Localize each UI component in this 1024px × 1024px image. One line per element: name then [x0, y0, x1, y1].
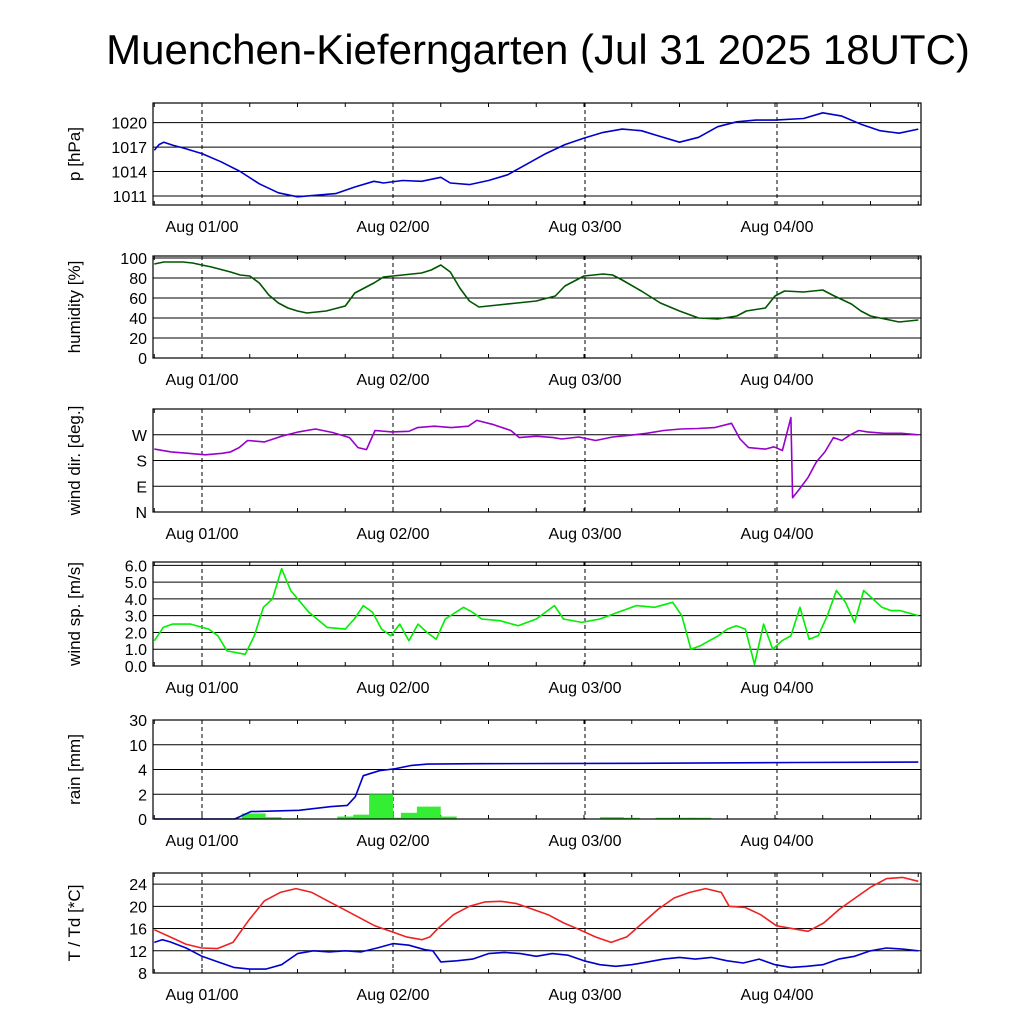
y-tick-label: 5.0 [125, 575, 147, 592]
panel-5: 8 12 16 20 24 Aug 01/00 Aug 02/00 Aug 03/00 Aug … [65, 872, 922, 1004]
x-tick-label: Aug 03/00 [549, 526, 622, 543]
rain-bar [655, 817, 680, 819]
rain-bar [671, 817, 696, 819]
series-line-0 [154, 416, 919, 499]
y-tick-label: 40 [129, 311, 147, 328]
y-tick-label: S [136, 454, 147, 471]
x-tick-label: Aug 04/00 [741, 219, 814, 236]
rain-bar [599, 817, 624, 819]
x-tick-label: Aug 03/00 [549, 833, 622, 850]
rain-bar [385, 817, 409, 819]
series-line-0 [153, 567, 919, 666]
y-tick-label: 2 [138, 787, 147, 804]
y-tick-label: 2.0 [125, 625, 147, 642]
y-tick-label: 3.0 [125, 609, 147, 626]
y-axis-label: rain [mm] [65, 734, 84, 805]
y-tick-label: 20 [129, 331, 147, 348]
y-tick-label: 20 [129, 899, 147, 916]
x-tick-label: Aug 03/00 [549, 680, 622, 697]
x-tick-label: Aug 02/00 [357, 372, 430, 389]
plot-frame [152, 255, 922, 359]
y-tick-label: 0 [138, 351, 147, 368]
y-axis-label: wind dir. [deg.] [65, 406, 84, 517]
series-line-0 [154, 761, 919, 820]
rain-bar [337, 816, 362, 819]
x-tick-label: Aug 02/00 [357, 526, 430, 543]
x-tick-label: Aug 02/00 [357, 833, 430, 850]
y-tick-label: 4 [138, 763, 147, 780]
series-line-0 [153, 112, 919, 198]
plot-frame [152, 561, 922, 667]
x-tick-label: Aug 04/00 [741, 833, 814, 850]
panel-3: 0.01.02.03.04.05.06.0 Aug 01/00 Aug 02/00 A… [65, 558, 922, 697]
y-axis-label: humidity [%] [65, 261, 84, 354]
plot-frame [152, 102, 922, 206]
rain-bar [241, 813, 266, 819]
x-tick-label: Aug 04/00 [741, 372, 814, 389]
x-tick-label: Aug 03/00 [549, 987, 622, 1004]
plot-frame [152, 719, 922, 820]
y-tick-label: 30 [129, 713, 147, 730]
y-tick-label: 6.0 [125, 558, 147, 575]
x-tick-label: Aug 02/00 [357, 219, 430, 236]
x-tick-label: Aug 01/00 [166, 372, 239, 389]
rain-bar [615, 817, 640, 819]
x-tick-label: Aug 02/00 [357, 987, 430, 1004]
y-axis-label: wind sp. [m/s] [65, 562, 84, 667]
y-tick-label: 1014 [111, 165, 147, 182]
y-tick-label: 24 [129, 877, 147, 894]
x-tick-label: Aug 02/00 [357, 680, 430, 697]
rain-bar [400, 812, 425, 819]
series-line-0 [153, 876, 919, 950]
x-tick-label: Aug 04/00 [741, 526, 814, 543]
y-tick-label: 80 [129, 271, 147, 288]
plot-frame [152, 408, 922, 513]
x-tick-label: Aug 03/00 [549, 219, 622, 236]
y-tick-label: 1011 [113, 189, 148, 206]
y-tick-label: 1.0 [125, 642, 147, 659]
x-tick-label: Aug 04/00 [741, 680, 814, 697]
y-tick-label: 1020 [111, 116, 147, 133]
x-tick-label: Aug 04/00 [741, 987, 814, 1004]
rain-bar [353, 814, 378, 819]
panel-4: 0 2 4 10 30 Aug 01/00 Aug 02/00 Aug 03/00 Aug 04… [65, 713, 922, 850]
y-axis-label: p [hPa] [65, 127, 84, 181]
y-tick-label: 12 [129, 944, 147, 961]
rain-bar [369, 794, 393, 819]
x-tick-label: Aug 01/00 [166, 526, 239, 543]
series-line-0 [154, 261, 919, 323]
panel-0: 1011 1014 1017 1020 Aug 01/00 Aug 02/00 Aug 03… [65, 102, 922, 236]
y-tick-label: 0 [138, 812, 147, 829]
y-tick-label: 100 [120, 251, 147, 268]
series-line-1 [154, 938, 919, 970]
y-tick-label: 60 [129, 291, 147, 308]
x-tick-label: Aug 03/00 [549, 372, 622, 389]
y-tick-label: N [135, 505, 147, 522]
panel-1: 0 20 40 60 80 100 Aug 01/00 Aug 02/00 Aug 03/00 A… [65, 251, 922, 389]
y-axis-label: T / Td [*C] [65, 885, 84, 962]
rain-bar [432, 816, 457, 819]
y-tick-label: E [136, 479, 147, 496]
rain-bar [257, 817, 282, 819]
rain-bar [416, 806, 441, 819]
y-tick-label: 0.0 [125, 659, 147, 676]
rain-bar [687, 817, 712, 819]
y-tick-label: 1017 [111, 140, 147, 157]
y-tick-label: W [132, 428, 148, 445]
x-tick-label: Aug 01/00 [166, 680, 239, 697]
y-tick-label: 16 [129, 922, 147, 939]
x-tick-label: Aug 01/00 [166, 833, 239, 850]
x-tick-label: Aug 01/00 [166, 219, 239, 236]
chart-title: Muenchen-Kieferngarten (Jul 31 2025 18UT… [106, 26, 970, 73]
plot-frame [152, 872, 922, 974]
x-tick-label: Aug 01/00 [166, 987, 239, 1004]
y-tick-label: 4.0 [125, 592, 147, 609]
y-tick-label: 10 [129, 738, 147, 755]
y-tick-label: 8 [138, 966, 147, 983]
